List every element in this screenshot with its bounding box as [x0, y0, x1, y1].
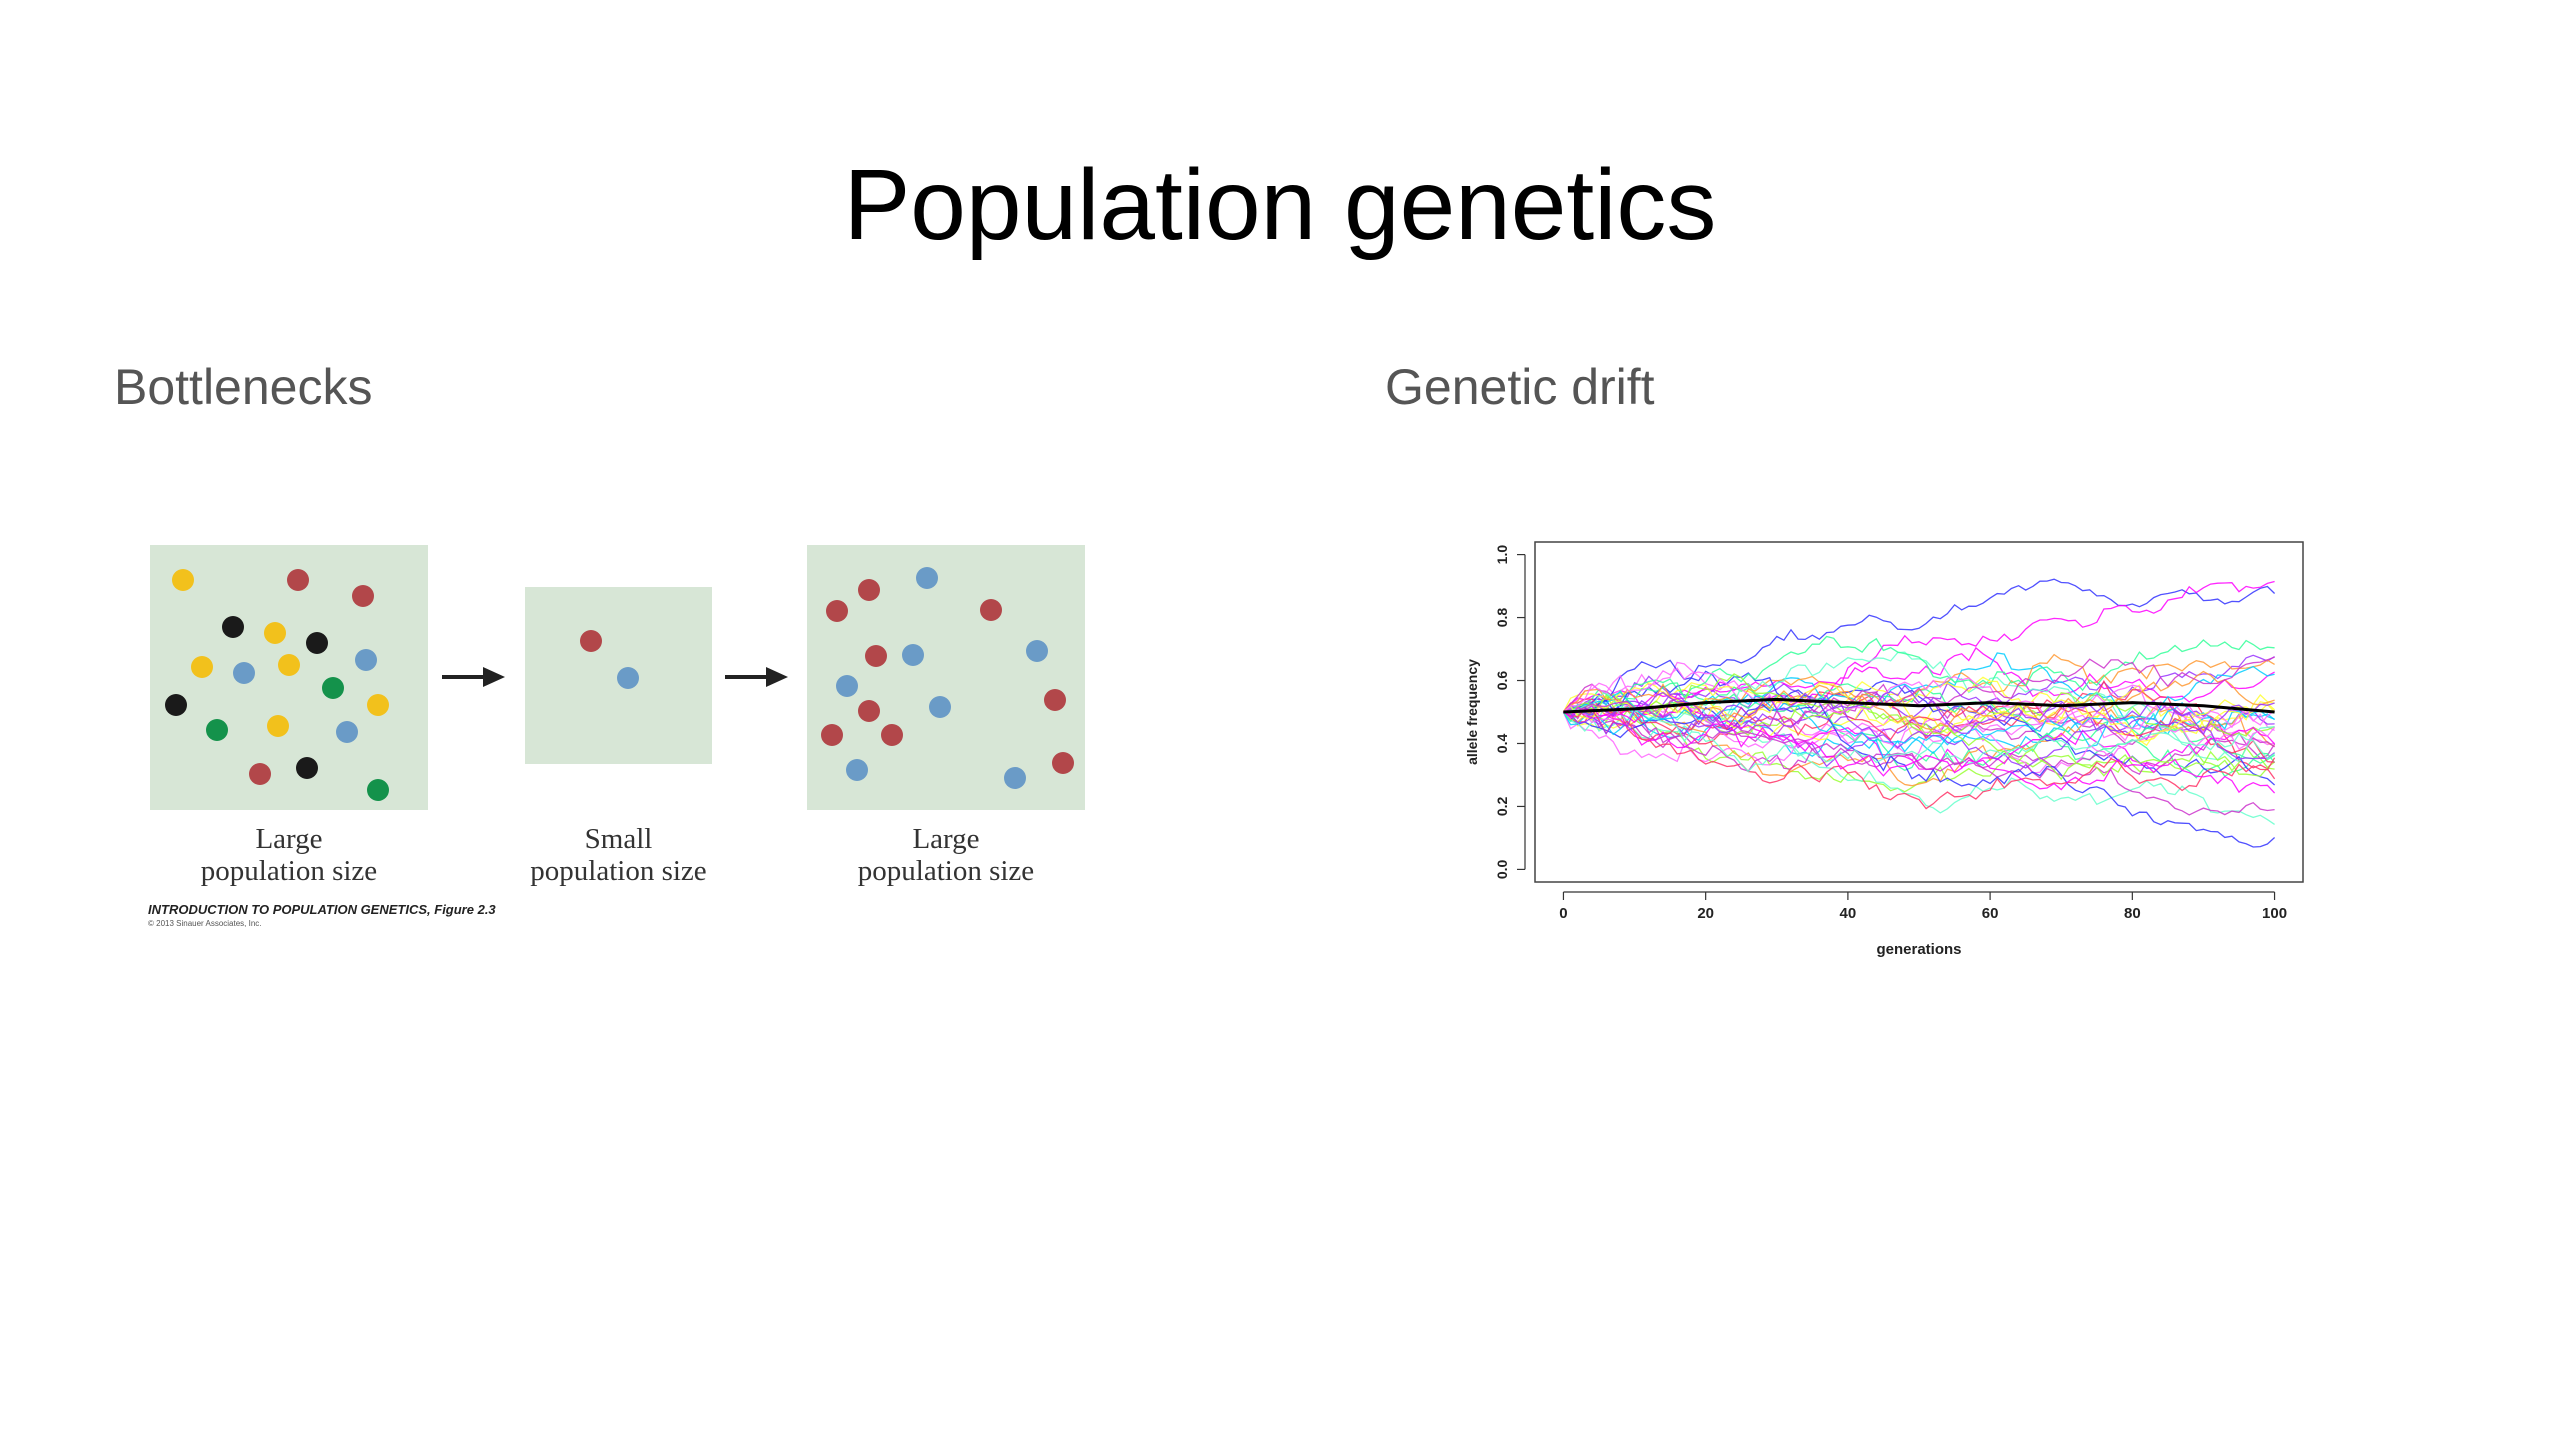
- individual-dot-black: [165, 694, 187, 716]
- bottleneck-figure: Large population size Small population s…: [140, 525, 1100, 955]
- individual-dot-red: [821, 724, 843, 746]
- individual-dot-red: [858, 700, 880, 722]
- arrow-right-icon: [766, 667, 788, 687]
- individual-dot-blue: [902, 644, 924, 666]
- individual-dot-red: [858, 579, 880, 601]
- replicate-line: [1563, 665, 2275, 759]
- individual-dot-blue: [916, 567, 938, 589]
- individual-dot-blue: [336, 721, 358, 743]
- individual-dot-blue: [1026, 640, 1048, 662]
- arrow-right-icon: [483, 667, 505, 687]
- label-line: Large: [912, 823, 980, 855]
- replicate-line: [1562, 635, 2275, 723]
- x-tick-label: 0: [1559, 905, 1567, 922]
- individual-dot-red: [1044, 689, 1066, 711]
- x-tick-label: 80: [2124, 905, 2141, 922]
- individual-dot-blue: [1004, 767, 1026, 789]
- y-axis-label: allele frequency: [1464, 659, 1480, 765]
- individual-dot-blue: [355, 649, 377, 671]
- x-tick-label: 40: [1840, 905, 1857, 922]
- slide-title: Population genetics: [843, 149, 1717, 261]
- individual-dot-yellow: [267, 715, 289, 737]
- individual-dot-red: [580, 630, 602, 652]
- replicate-line: [1562, 676, 2276, 743]
- individual-dot-blue: [929, 696, 951, 718]
- replicate-line: [1562, 667, 2275, 730]
- genetic-drift-chart: 0 20 40 60 80 100 generations 0.0 0.2 0.4 0.6 0.8 1.…: [1430, 520, 2330, 980]
- arrow-shaft: [725, 675, 770, 679]
- label-line: population size: [530, 855, 707, 887]
- replicate-line: [1562, 651, 2275, 763]
- label-line: Large: [255, 823, 323, 855]
- individual-dot-yellow: [264, 622, 286, 644]
- individual-dot-red: [826, 600, 848, 622]
- individual-dot-green: [322, 677, 344, 699]
- arrow-shaft: [442, 675, 487, 679]
- population-box-large-after: [807, 545, 1085, 810]
- x-axis-label: generations: [1876, 941, 1961, 958]
- x-tick-label: 100: [2262, 905, 2287, 922]
- individual-dot-red: [287, 569, 309, 591]
- label-line: population size: [200, 855, 378, 887]
- replicate-line: [1563, 708, 2276, 810]
- figure-copyright: © 2013 Sinauer Associates, Inc.: [148, 919, 262, 928]
- individual-dot-red: [865, 645, 887, 667]
- section-heading-bottlenecks: Bottlenecks: [114, 359, 373, 415]
- individual-dot-yellow: [191, 656, 213, 678]
- label-line: Small: [584, 823, 653, 855]
- y-tick-label: 0.8: [1494, 608, 1510, 628]
- individual-dot-yellow: [367, 694, 389, 716]
- individual-dot-blue: [233, 662, 255, 684]
- individual-dot-red: [1052, 752, 1074, 774]
- drift-chart-svg: 0 20 40 60 80 100 generations 0.0 0.2 0.4 0.6 0.8 1.…: [1464, 541, 2304, 958]
- individual-dot-yellow: [172, 569, 194, 591]
- individual-dot-red: [980, 599, 1002, 621]
- replicate-line: [1562, 684, 2275, 766]
- individual-dot-red: [881, 724, 903, 746]
- x-tick-label: 20: [1697, 905, 1714, 922]
- replicate-line: [1563, 704, 2276, 794]
- replicate-line: [1563, 702, 2276, 769]
- individual-dot-blue: [836, 675, 858, 697]
- individual-dot-red: [352, 585, 374, 607]
- y-tick-label: 0.0: [1494, 859, 1510, 879]
- replicate-line: [1562, 670, 2275, 731]
- figure-credit: INTRODUCTION TO POPULATION GENETICS, Fig…: [148, 902, 496, 917]
- individual-dot-green: [367, 779, 389, 801]
- individual-dot-blue: [617, 667, 639, 689]
- individual-dot-black: [306, 632, 328, 654]
- population-label-small: Small population size: [525, 823, 712, 887]
- y-tick-label: 0.4: [1494, 734, 1510, 754]
- replicate-line: [1563, 679, 2276, 780]
- individual-dot-yellow: [278, 654, 300, 676]
- individual-dot-black: [296, 757, 318, 779]
- individual-dot-red: [249, 763, 271, 785]
- y-tick-label: 0.6: [1494, 671, 1510, 691]
- population-label-large-before: Large population size: [150, 823, 428, 887]
- population-box-large-before: [150, 545, 428, 810]
- individual-dot-blue: [846, 759, 868, 781]
- y-tick-label: 1.0: [1494, 545, 1510, 565]
- mean-frequency-line: [1563, 697, 2275, 714]
- replicate-line: [1562, 698, 2275, 763]
- y-tick-label: 0.2: [1494, 797, 1510, 817]
- replicate-line: [1563, 670, 2276, 848]
- individual-dot-green: [206, 719, 228, 741]
- population-box-small: [525, 587, 712, 764]
- replicate-line: [1563, 691, 2275, 773]
- label-line: population size: [857, 855, 1035, 887]
- replicate-line: [1563, 703, 2276, 770]
- population-label-large-after: Large population size: [807, 823, 1085, 887]
- individual-dot-black: [222, 616, 244, 638]
- x-tick-label: 60: [1982, 905, 1999, 922]
- section-heading-genetic-drift: Genetic drift: [1385, 359, 1655, 415]
